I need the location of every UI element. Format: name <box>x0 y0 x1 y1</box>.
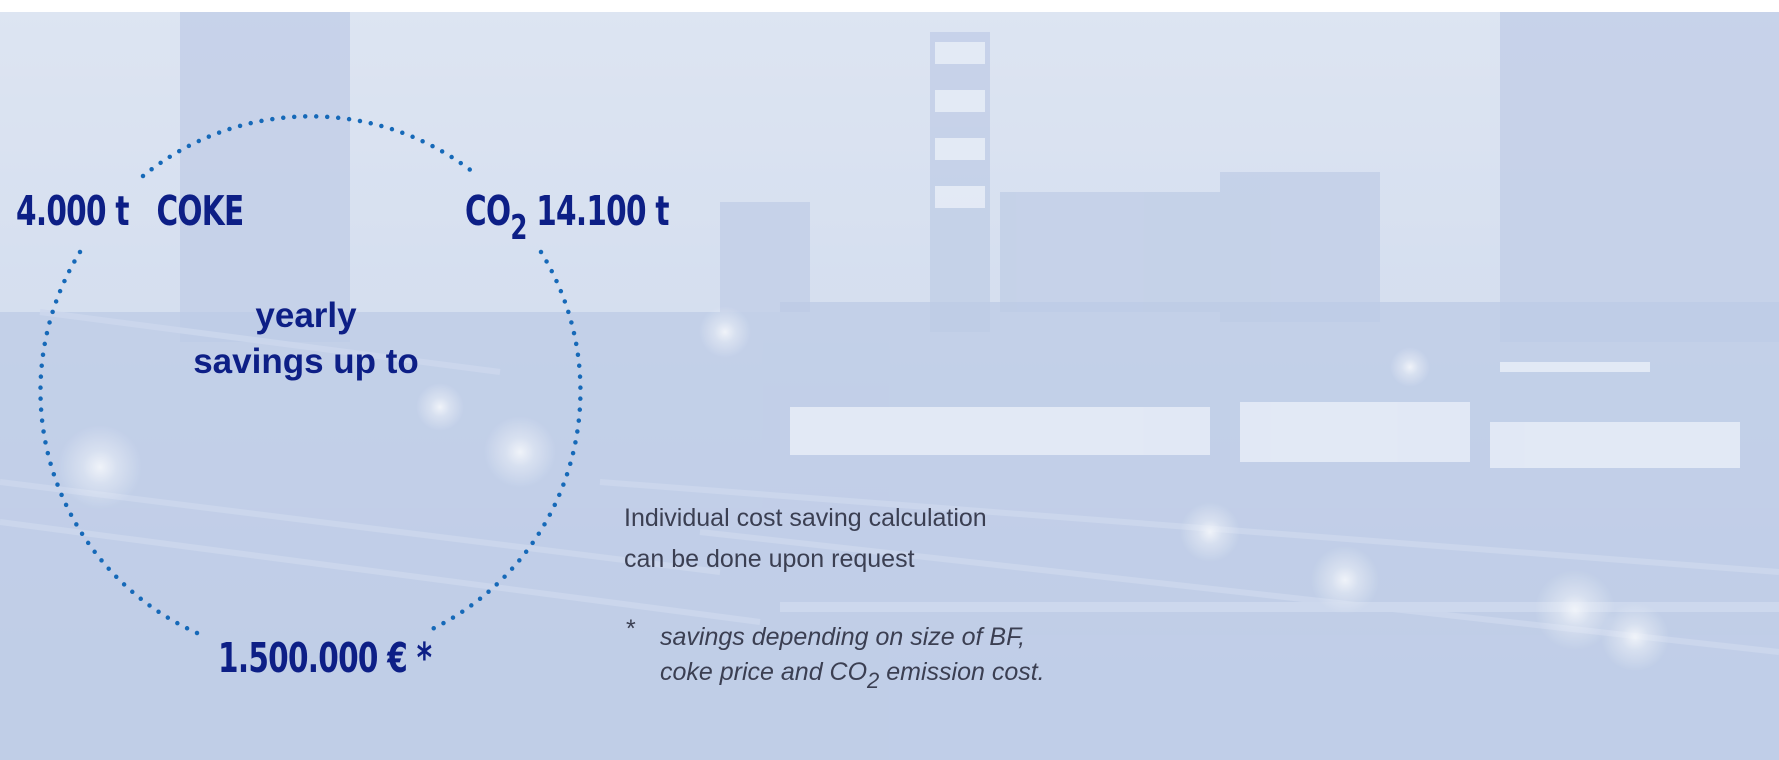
footnote-line-2-start: coke price and CO <box>660 658 868 686</box>
money-value: 1.500.000 € * <box>218 634 432 682</box>
co2-subscript: 2 <box>510 208 527 248</box>
industrial-plant-background <box>0 12 1779 760</box>
footnote-subscript: 2 <box>867 668 880 693</box>
note-line-2: can be done upon request <box>624 545 915 573</box>
co2-saving: CO2 14.100 t <box>465 191 669 246</box>
coke-value: 4.000 t <box>16 187 129 235</box>
footnote-marker: * <box>626 615 636 643</box>
co2-prefix: CO <box>465 187 511 235</box>
coke-saving: 4.000 t COKE <box>16 191 244 232</box>
note-line-1: Individual cost saving calculation <box>624 504 987 532</box>
money-saving: 1.500.000 € * <box>218 638 432 679</box>
footnote-line-2-end: emission cost. <box>879 658 1045 686</box>
center-line-1: yearly <box>255 296 357 335</box>
coke-label: COKE <box>156 187 244 235</box>
footnote-line-2: coke price and CO2 emission cost. <box>660 655 1045 693</box>
calculation-note: Individual cost saving calculation can b… <box>624 498 987 580</box>
footnote-line-1: savings depending on size of BF, <box>660 623 1026 651</box>
dotted-circle-icon <box>38 114 583 636</box>
center-caption: yearly savings up to <box>146 293 466 385</box>
footnote-text: savings depending on size of BF, coke pr… <box>660 620 1045 693</box>
co2-value: 14.100 t <box>536 187 669 235</box>
savings-panel: 4.000 t COKE CO2 14.100 t yearly savings… <box>0 12 1779 760</box>
center-line-2: savings up to <box>193 342 419 381</box>
